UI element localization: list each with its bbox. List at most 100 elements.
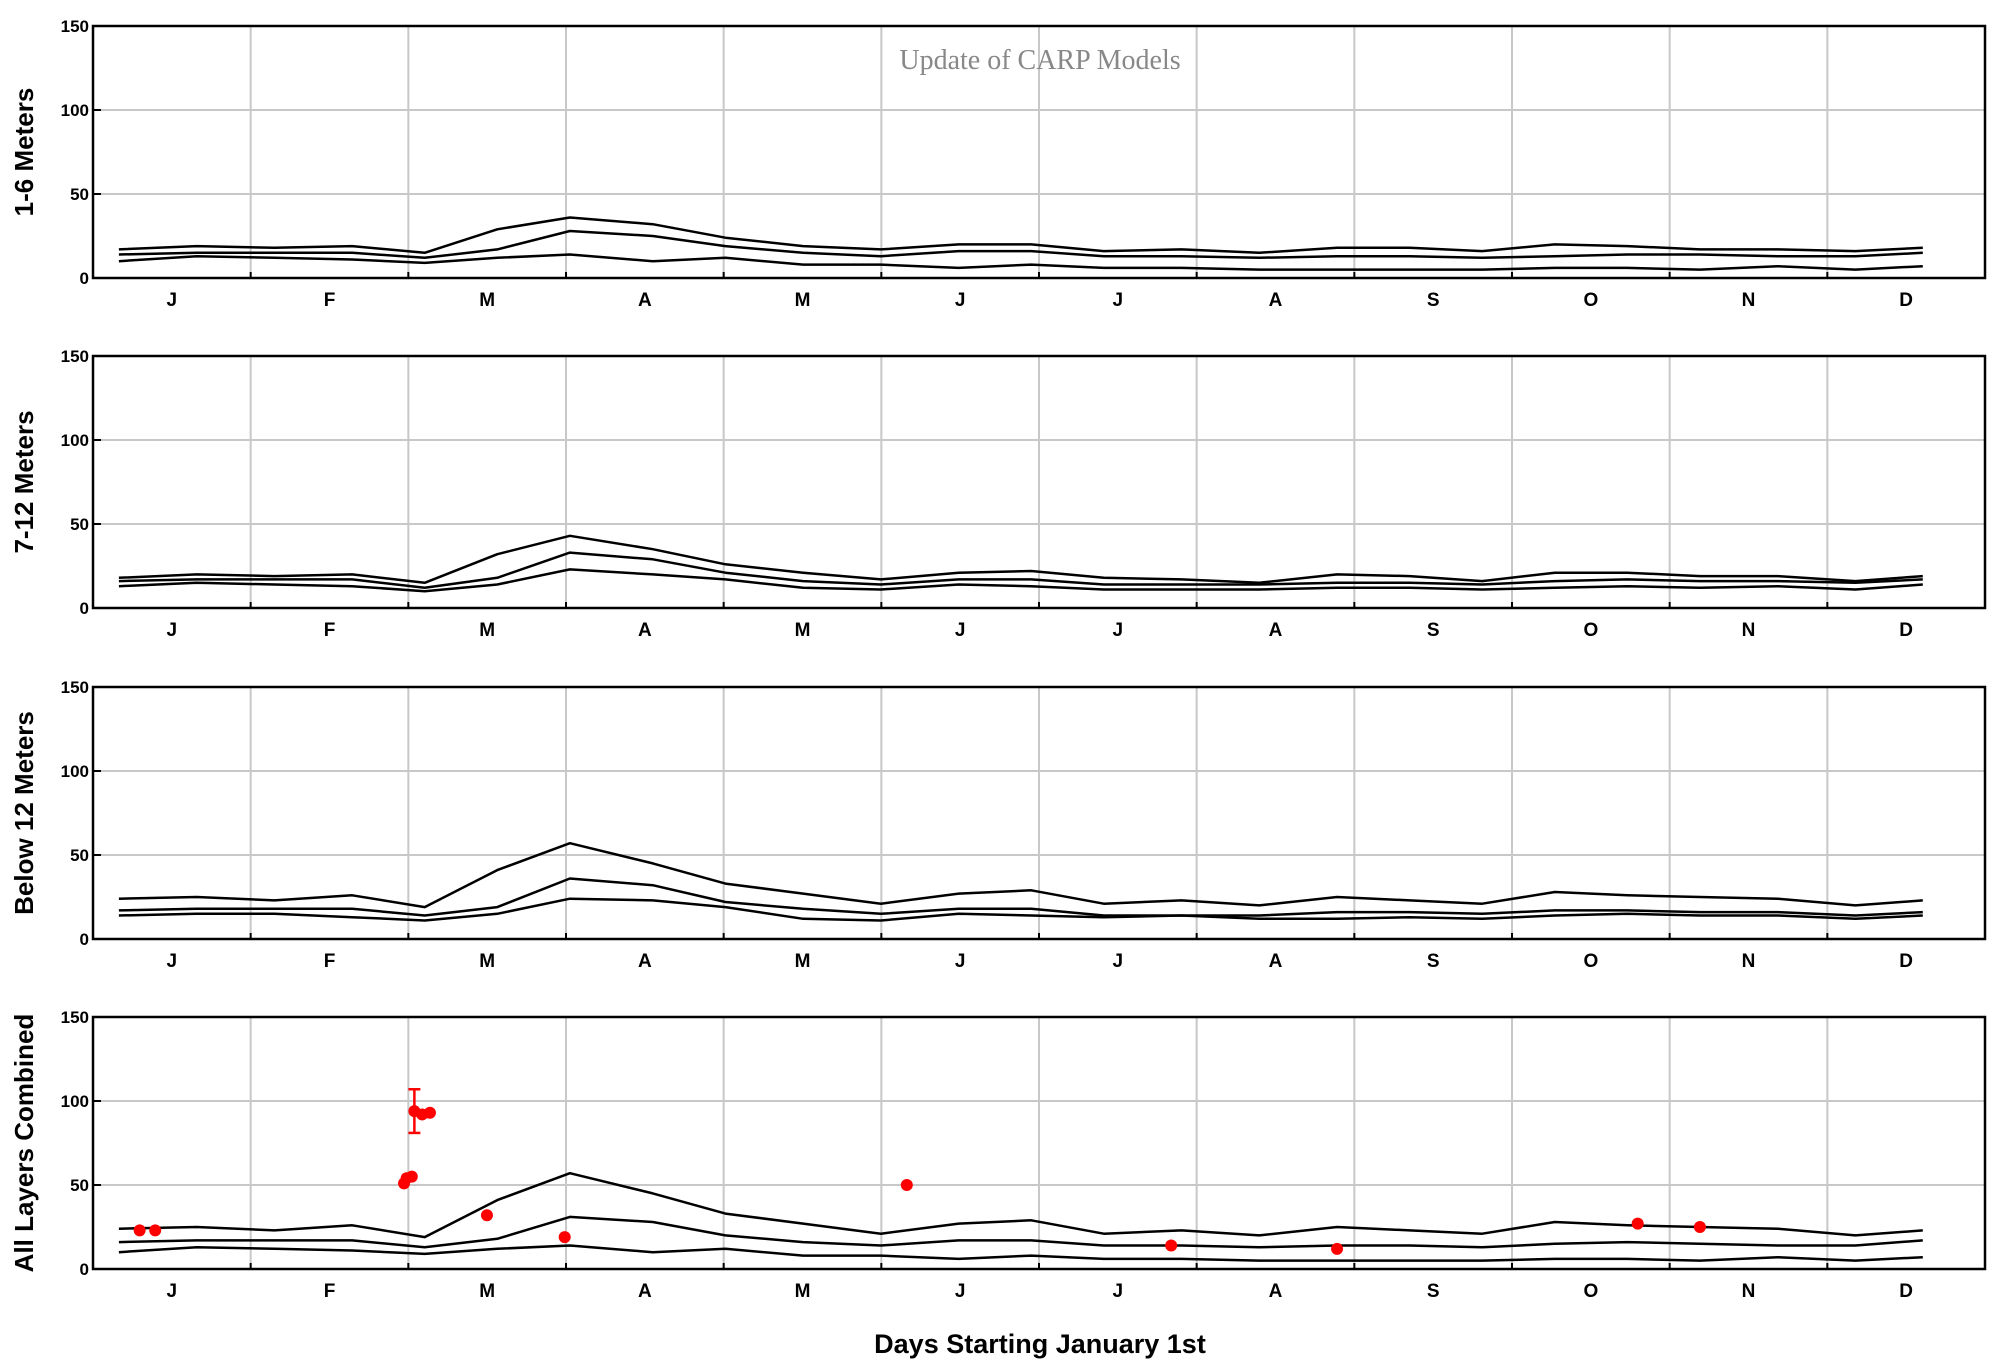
observation-point [405,1170,418,1183]
panel-3: 0 50 100 150 J F M A M J J A S O N D Below 12 Meters [9,678,1987,972]
month-label: J [1113,620,1124,641]
observation-point [558,1231,571,1244]
month-label: N [1742,290,1756,311]
month-label: S [1427,1281,1440,1302]
month-label: O [1583,620,1598,641]
y-tick-label: 50 [70,185,89,204]
series-line-3 [118,1244,1923,1262]
panels: 0 50 100 150 J F M A M J J A S O N D 1-6 Meters 0 50 100 150… [9,17,1987,1302]
series-line-3 [118,568,1923,593]
month-label: S [1427,620,1440,641]
month-label: A [1269,620,1283,641]
month-label: F [324,290,336,311]
y-tick-label: 150 [61,17,89,36]
month-label: J [167,620,178,641]
panel-2: 0 50 100 150 J F M A M J J A S O N D 7-12 Meters [9,347,1987,641]
observation-point [149,1224,162,1237]
month-label: J [1113,290,1124,311]
observation-point [133,1224,146,1237]
month-label: N [1742,951,1756,972]
observation-point [1165,1239,1178,1252]
month-label: M [795,1281,811,1302]
month-label: J [955,620,966,641]
month-label: J [955,951,966,972]
observation-point [900,1179,913,1191]
observation-point [480,1209,493,1222]
month-label: A [1269,290,1283,311]
month-label: F [324,620,336,641]
y-axis-label: 1-6 Meters [9,88,39,217]
series-line-2 [118,551,1923,590]
month-label: O [1583,951,1598,972]
observation-point [423,1106,436,1119]
month-label: J [167,1281,178,1302]
y-tick-label: 50 [70,1176,89,1195]
y-tick-label: 150 [61,678,89,697]
y-tick-label: 0 [80,1260,89,1279]
month-label: J [1113,1281,1124,1302]
y-axis-label: Below 12 Meters [9,711,39,915]
series-line-2 [118,1215,1923,1249]
panel-1: 0 50 100 150 J F M A M J J A S O N D 1-6 Meters [9,17,1987,311]
y-tick-label: 100 [61,101,89,120]
series-line-2 [118,877,1923,917]
series-line-1 [118,534,1923,585]
month-label: A [638,620,652,641]
series-line-1 [118,1171,1923,1239]
panel-4: 0 50 100 150 J F M A M J J A S O N D All Layers Combined [9,1008,1987,1302]
y-tick-label: 50 [70,515,89,534]
month-label: A [638,1281,652,1302]
y-axis-label: All Layers Combined [9,1014,39,1273]
y-tick-label: 50 [70,846,89,865]
y-tick-label: 100 [61,431,89,450]
month-label: N [1742,620,1756,641]
observation-point [1631,1217,1644,1230]
month-label: J [1113,951,1124,972]
series-line-2 [118,229,1923,260]
observation-point [1331,1242,1344,1255]
month-label: J [167,951,178,972]
plot-frame [91,24,1987,280]
month-label: A [1269,1281,1283,1302]
month-label: D [1899,620,1913,641]
month-label: M [795,290,811,311]
plot-frame [91,354,1987,610]
series-line-3 [118,897,1923,922]
y-tick-label: 150 [61,1008,89,1027]
month-label: J [167,290,178,311]
plot-frame [91,1015,1987,1271]
month-label: M [795,620,811,641]
y-tick-label: 0 [80,599,89,618]
series-line-1 [118,841,1923,909]
month-label: A [638,951,652,972]
month-label: M [479,290,495,311]
month-label: A [1269,951,1283,972]
y-tick-label: 100 [61,762,89,781]
month-label: S [1427,290,1440,311]
y-tick-label: 0 [80,269,89,288]
month-label: M [479,1281,495,1302]
month-label: D [1899,951,1913,972]
month-label: D [1899,290,1913,311]
y-tick-label: 100 [61,1092,89,1111]
month-label: O [1583,290,1598,311]
month-label: N [1742,1281,1756,1302]
month-label: O [1583,1281,1598,1302]
month-label: A [638,290,652,311]
y-axis-label: 7-12 Meters [9,410,39,553]
month-label: F [324,1281,336,1302]
month-label: J [955,1281,966,1302]
series-line-3 [118,253,1923,271]
x-axis-label: Days Starting January 1st [874,1329,1206,1359]
y-tick-label: 0 [80,930,89,949]
y-tick-label: 150 [61,347,89,366]
month-label: D [1899,1281,1913,1302]
series-line-1 [118,216,1923,255]
plot-frame [91,685,1987,941]
month-label: F [324,951,336,972]
observation-point [1693,1221,1706,1233]
month-label: M [795,951,811,972]
month-label: M [479,620,495,641]
month-label: M [479,951,495,972]
